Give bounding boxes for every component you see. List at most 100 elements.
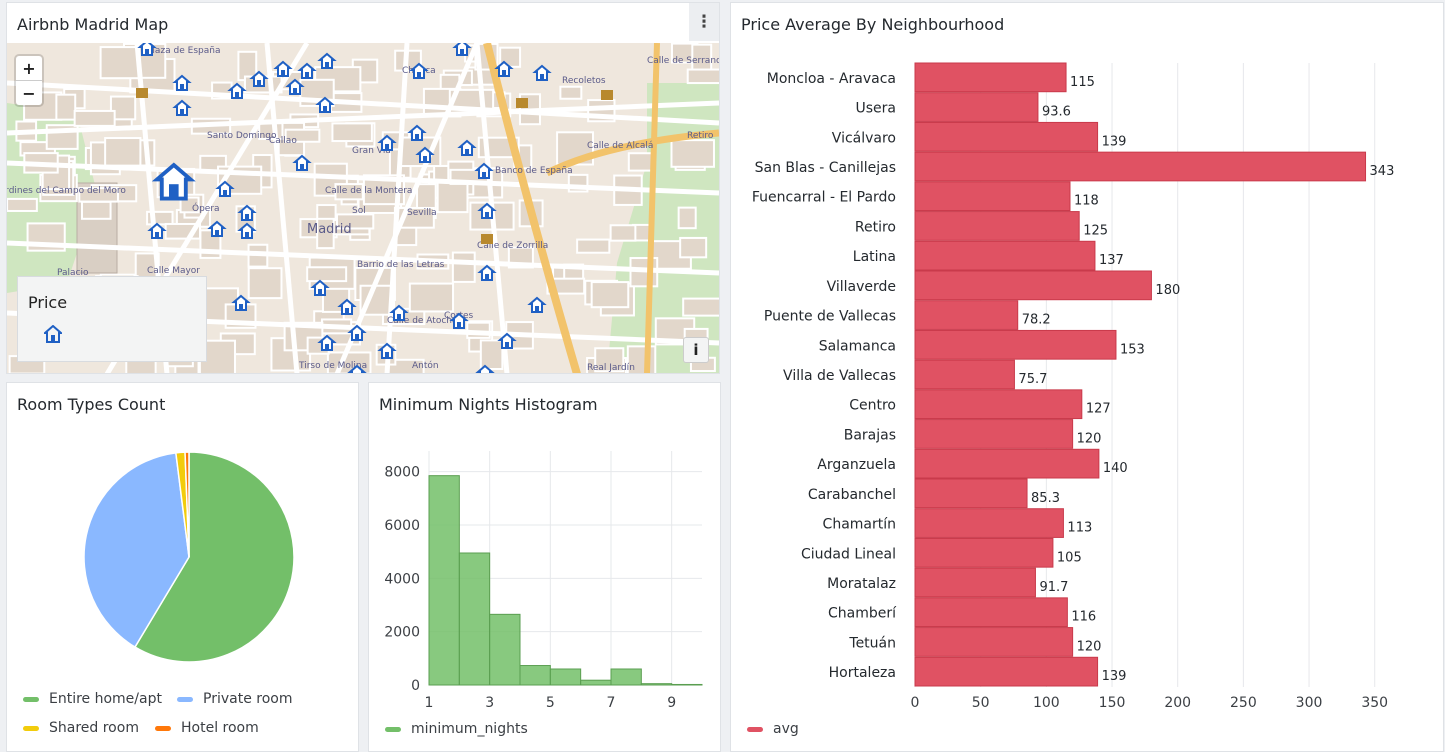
x-tick-label: 9 bbox=[667, 695, 676, 711]
listing-marker-icon[interactable] bbox=[457, 139, 477, 156]
price-bar[interactable] bbox=[914, 62, 1067, 93]
pie-slice[interactable] bbox=[133, 451, 295, 663]
price-bar[interactable] bbox=[914, 389, 1083, 420]
price-bar[interactable] bbox=[914, 537, 1054, 568]
price-bar[interactable] bbox=[914, 448, 1100, 479]
listing-marker-icon[interactable] bbox=[377, 342, 397, 359]
listing-marker-icon[interactable] bbox=[497, 332, 517, 349]
x-tick-label: 50 bbox=[972, 695, 990, 711]
histogram-bar[interactable] bbox=[489, 613, 521, 686]
price-bar[interactable] bbox=[914, 419, 1074, 449]
histogram-bar[interactable] bbox=[428, 475, 460, 686]
histogram-bar[interactable] bbox=[458, 552, 491, 686]
price-bar[interactable] bbox=[914, 656, 1099, 687]
price-bar[interactable] bbox=[914, 151, 1367, 182]
listing-marker-icon[interactable] bbox=[317, 52, 337, 69]
listing-marker-icon[interactable] bbox=[532, 64, 552, 81]
listing-marker-icon[interactable] bbox=[237, 204, 257, 221]
listing-marker-icon[interactable] bbox=[172, 99, 192, 116]
map-place-label: Jardines del Campo del Moro bbox=[7, 186, 126, 196]
listing-marker-icon[interactable] bbox=[415, 146, 435, 163]
price-bar[interactable] bbox=[914, 627, 1074, 657]
more-vertical-icon[interactable]: ⋮ bbox=[689, 3, 719, 41]
listing-marker-icon[interactable] bbox=[292, 154, 312, 171]
listing-marker-icon[interactable] bbox=[215, 180, 235, 197]
pie-slice[interactable] bbox=[184, 451, 190, 558]
legend-swatch bbox=[155, 725, 171, 731]
listing-marker-icon[interactable] bbox=[337, 298, 357, 315]
listing-marker-icon[interactable] bbox=[137, 43, 157, 56]
listing-marker-icon[interactable] bbox=[310, 279, 330, 296]
listing-marker-icon[interactable] bbox=[475, 364, 495, 374]
map-place-label: Antón bbox=[412, 360, 439, 371]
listing-marker-icon[interactable] bbox=[477, 264, 497, 281]
map-place-label: Tirso de Molina bbox=[298, 361, 367, 371]
histogram-bar[interactable] bbox=[580, 679, 612, 686]
listing-marker-icon[interactable] bbox=[207, 220, 227, 237]
listing-marker-icon[interactable] bbox=[347, 364, 367, 374]
histogram-bar[interactable] bbox=[640, 683, 673, 686]
zoom-in-button[interactable]: + bbox=[22, 58, 36, 78]
price-bar[interactable] bbox=[914, 597, 1068, 628]
price-bar[interactable] bbox=[914, 121, 1099, 152]
room-types-legend-item[interactable]: Entire home/apt bbox=[23, 691, 162, 707]
listing-marker-icon[interactable] bbox=[477, 202, 497, 219]
map-place-label: Ópera bbox=[192, 202, 220, 214]
zoom-out-button[interactable]: − bbox=[16, 80, 42, 105]
price-bar[interactable] bbox=[914, 300, 1019, 330]
room-types-legend-item[interactable]: Hotel room bbox=[155, 720, 259, 736]
histogram-bar[interactable] bbox=[549, 668, 582, 686]
listing-marker-icon[interactable] bbox=[494, 60, 514, 77]
listing-marker-icon[interactable] bbox=[407, 124, 427, 141]
listing-marker-icon[interactable] bbox=[249, 70, 269, 87]
listing-marker-icon[interactable] bbox=[297, 62, 317, 79]
category-label: Vicálvaro bbox=[832, 130, 896, 146]
price-bar[interactable] bbox=[914, 270, 1152, 301]
y-tick-label: 8000 bbox=[384, 465, 420, 481]
map-place-label: Calle de Atocha bbox=[387, 316, 458, 326]
price-bar[interactable] bbox=[914, 478, 1028, 509]
price-bar[interactable] bbox=[914, 567, 1036, 598]
listing-marker-icon[interactable] bbox=[231, 294, 251, 311]
listing-marker-icon[interactable] bbox=[409, 62, 429, 79]
listing-marker-icon[interactable] bbox=[389, 304, 409, 321]
map-place-label: Calle Mayor bbox=[147, 266, 200, 276]
min-nights-legend-item[interactable]: minimum_nights bbox=[385, 721, 528, 737]
map-info-button[interactable]: i bbox=[683, 337, 709, 363]
price-bar[interactable] bbox=[914, 240, 1096, 271]
listing-marker-icon[interactable] bbox=[317, 334, 337, 351]
listing-marker-icon[interactable] bbox=[474, 162, 494, 179]
price-bar[interactable] bbox=[914, 181, 1071, 212]
listing-marker-icon[interactable] bbox=[449, 312, 469, 329]
listing-marker-icon[interactable] bbox=[347, 324, 367, 341]
price-bar[interactable] bbox=[914, 211, 1080, 241]
listing-marker-icon[interactable] bbox=[315, 96, 335, 113]
listing-marker-icon[interactable] bbox=[147, 222, 167, 239]
listing-marker-icon[interactable] bbox=[377, 134, 397, 151]
room-types-legend-item[interactable]: Shared room bbox=[23, 720, 139, 736]
listing-marker-icon[interactable] bbox=[227, 82, 247, 99]
listing-marker-icon[interactable] bbox=[527, 296, 547, 313]
listing-marker-icon[interactable] bbox=[285, 78, 305, 95]
histogram-bar[interactable] bbox=[610, 668, 642, 686]
histogram-bar[interactable] bbox=[671, 683, 703, 686]
listing-marker-icon[interactable] bbox=[452, 43, 472, 56]
price-legend-item[interactable]: avg bbox=[747, 721, 799, 737]
listing-marker-icon[interactable] bbox=[237, 222, 257, 239]
price-bar[interactable] bbox=[914, 359, 1015, 390]
room-types-legend-item[interactable]: Private room bbox=[177, 691, 292, 707]
listing-marker-icon[interactable] bbox=[273, 60, 293, 77]
price-bar[interactable] bbox=[914, 329, 1117, 360]
price-bar[interactable] bbox=[914, 92, 1039, 122]
price-bar[interactable] bbox=[914, 508, 1064, 538]
x-tick-label: 5 bbox=[546, 695, 555, 711]
histogram-bar[interactable] bbox=[519, 665, 551, 686]
listing-marker-icon[interactable] bbox=[172, 74, 192, 91]
city-block bbox=[335, 213, 375, 230]
city-block bbox=[78, 187, 119, 203]
listing-marker-icon[interactable] bbox=[151, 162, 196, 201]
pie-slice[interactable] bbox=[83, 451, 190, 649]
value-label: 153 bbox=[1120, 342, 1145, 357]
